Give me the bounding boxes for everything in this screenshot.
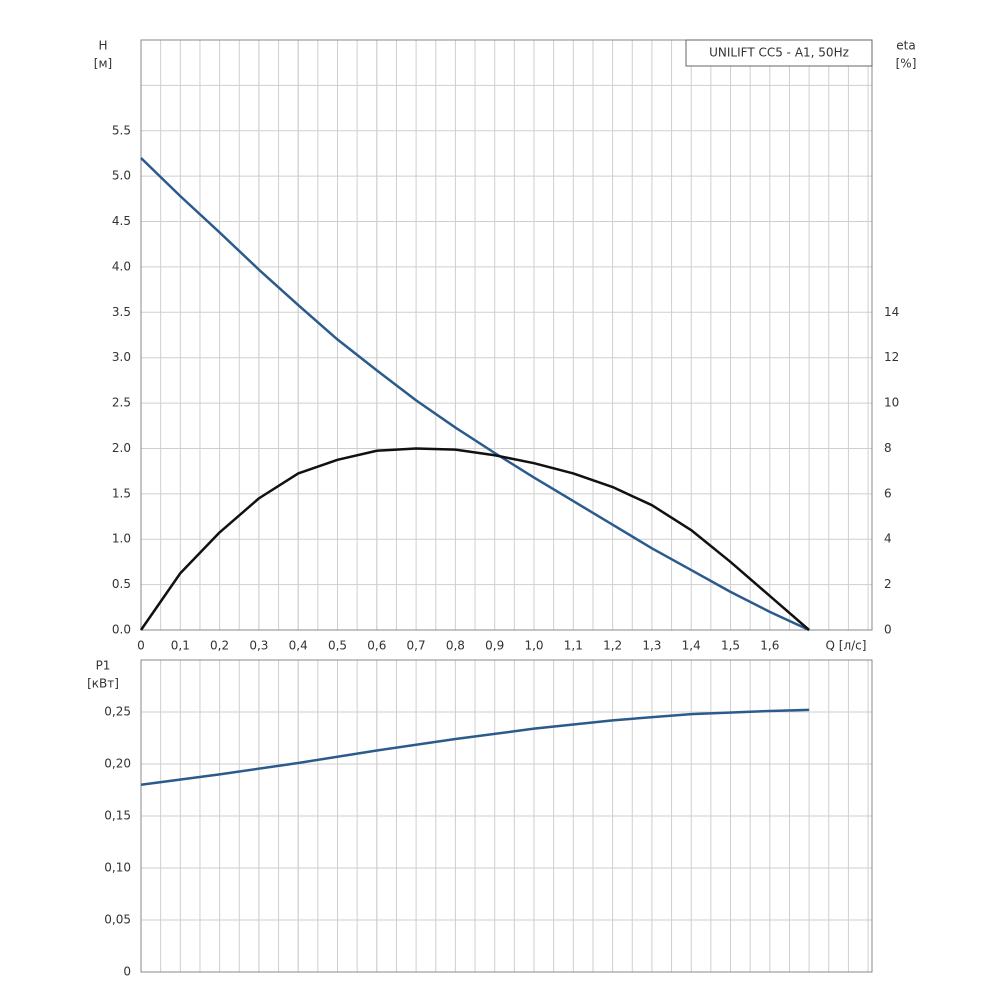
curve bbox=[140, 157, 810, 632]
y2-tick-label: 4 bbox=[884, 532, 892, 546]
x-tick-label: 0,2 bbox=[210, 639, 229, 653]
curve bbox=[140, 708, 810, 787]
y-axis-unit: [кВт] bbox=[87, 677, 119, 691]
y2-tick-label: 12 bbox=[884, 350, 899, 364]
y-tick-label: 1.5 bbox=[112, 486, 131, 500]
plot-frame bbox=[140, 659, 873, 973]
y2-tick-label: 6 bbox=[884, 486, 892, 500]
x-tick-label: 1,6 bbox=[760, 639, 779, 653]
x-tick-label: 1,4 bbox=[682, 639, 701, 653]
y2-tick-label: 8 bbox=[884, 441, 892, 455]
y2-axis-label: eta bbox=[896, 39, 915, 53]
x-tick-label: 0,8 bbox=[446, 639, 465, 653]
y-tick-label: 0,15 bbox=[104, 809, 131, 823]
plot-frame bbox=[140, 39, 873, 631]
curve bbox=[139, 447, 810, 631]
y-tick-label: 0.0 bbox=[112, 623, 131, 637]
x-tick-label: 1,0 bbox=[524, 639, 543, 653]
y-tick-label: 5.0 bbox=[112, 169, 131, 183]
x-tick-label: 0,4 bbox=[289, 639, 308, 653]
x-tick-label: 0,1 bbox=[171, 639, 190, 653]
x-tick-label: 0 bbox=[137, 639, 145, 653]
y-tick-label: 0.5 bbox=[112, 577, 131, 591]
legend-box bbox=[685, 39, 873, 67]
y2-axis-unit: [%] bbox=[896, 57, 917, 71]
y2-tick-label: 10 bbox=[884, 396, 899, 410]
x-tick-label: 1,1 bbox=[564, 639, 583, 653]
y2-tick-label: 2 bbox=[884, 577, 892, 591]
y-tick-label: 5.5 bbox=[112, 123, 131, 137]
y2-tick-label: 0 bbox=[884, 623, 892, 637]
y-tick-label: 0,10 bbox=[104, 861, 131, 875]
y-tick-label: 0,05 bbox=[104, 913, 131, 927]
y-axis-label: P1 bbox=[96, 659, 111, 673]
chart-title: UNILIFT CC5 - A1, 50Hz bbox=[709, 46, 849, 60]
x-tick-label: 0,6 bbox=[367, 639, 386, 653]
y-tick-label: 2.0 bbox=[112, 441, 131, 455]
y-tick-label: 3.0 bbox=[112, 350, 131, 364]
y-tick-label: 0,25 bbox=[104, 705, 131, 719]
y-tick-label: 4.0 bbox=[112, 259, 131, 273]
x-tick-label: 0,9 bbox=[485, 639, 504, 653]
x-tick-label: 1,3 bbox=[642, 639, 661, 653]
y-tick-label: 1.0 bbox=[112, 532, 131, 546]
y-tick-label: 0,20 bbox=[104, 757, 131, 771]
x-tick-label: 0,7 bbox=[407, 639, 426, 653]
x-tick-label: 0,5 bbox=[328, 639, 347, 653]
x-tick-label: 0,3 bbox=[249, 639, 268, 653]
y-tick-label: 2.5 bbox=[112, 396, 131, 410]
x-tick-label: 1,2 bbox=[603, 639, 622, 653]
y-axis-label: H bbox=[98, 39, 107, 53]
y-tick-label: 3.5 bbox=[112, 305, 131, 319]
x-tick-label: 1,5 bbox=[721, 639, 740, 653]
x-axis-label: Q [л/с] bbox=[826, 639, 867, 653]
y-axis-unit: [м] bbox=[94, 57, 112, 71]
y2-tick-label: 14 bbox=[884, 305, 899, 319]
y-tick-label: 0 bbox=[123, 965, 131, 979]
y-tick-label: 4.5 bbox=[112, 214, 131, 228]
